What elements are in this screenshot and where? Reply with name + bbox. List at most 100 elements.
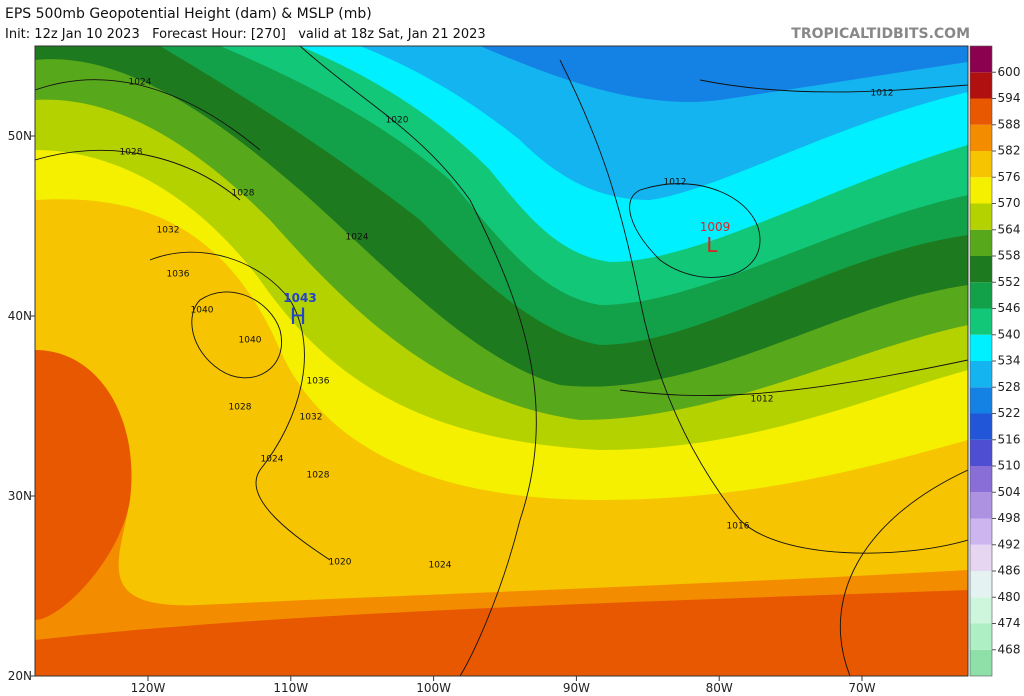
low-pressure-value: 1009 bbox=[700, 220, 731, 234]
isobar bbox=[35, 149, 241, 201]
colorbar-label: 522 bbox=[998, 406, 1021, 420]
contour-label: 1012 bbox=[664, 178, 687, 188]
colorbar-cell bbox=[970, 308, 992, 335]
colorbar-label: 468 bbox=[998, 642, 1021, 656]
lat-label: 20N bbox=[8, 669, 32, 683]
colorbar-cell bbox=[970, 439, 992, 466]
colorbar-label: 570 bbox=[998, 196, 1021, 210]
colorbar-label: 564 bbox=[998, 222, 1021, 236]
band bbox=[480, 46, 968, 102]
lon-label: 80W bbox=[706, 681, 733, 695]
contour-label: 1028 bbox=[229, 403, 252, 413]
colorbar-label: 600 bbox=[998, 65, 1021, 79]
low-symbol: L bbox=[706, 233, 718, 257]
contour-label: 1032 bbox=[300, 413, 323, 423]
colorbar-cell bbox=[970, 203, 992, 230]
lat-label: 50N bbox=[8, 129, 32, 143]
isobar bbox=[191, 291, 282, 379]
lon-label: 100W bbox=[416, 681, 451, 695]
map-frame bbox=[34, 45, 969, 677]
colorbar-cell bbox=[970, 413, 992, 440]
contour-label: 1012 bbox=[751, 395, 774, 405]
band bbox=[35, 349, 132, 620]
contour-labels: 1024 1028 1020 1012 1012 1032 1036 1028 … bbox=[120, 78, 894, 571]
colorbar-label: 474 bbox=[998, 616, 1021, 630]
contour-label: 1016 bbox=[727, 522, 750, 532]
colorbar-label: 510 bbox=[998, 459, 1021, 473]
high-pressure-value: 1043 bbox=[283, 291, 316, 305]
colorbar-cell bbox=[970, 623, 992, 650]
isobar bbox=[839, 469, 968, 676]
lat-label: 40N bbox=[8, 309, 32, 323]
contour-label: 1020 bbox=[329, 558, 352, 568]
colorbar-label: 552 bbox=[998, 275, 1021, 289]
isobar bbox=[619, 359, 968, 396]
contour-label: 1024 bbox=[261, 455, 284, 465]
lon-label: 120W bbox=[131, 681, 166, 695]
contour-label: 1036 bbox=[307, 377, 330, 387]
colorbar-label: 558 bbox=[998, 249, 1021, 263]
isobar bbox=[35, 79, 261, 151]
isobar bbox=[699, 79, 968, 93]
contour-label: 1032 bbox=[157, 226, 180, 236]
colorbar-cell bbox=[970, 282, 992, 309]
lon-label: 90W bbox=[563, 681, 590, 695]
contour-label: 1024 bbox=[129, 78, 152, 88]
colorbar-label: 594 bbox=[998, 91, 1021, 105]
colorbar-cell bbox=[970, 334, 992, 361]
colorbar-cell bbox=[970, 256, 992, 283]
colorbar-cell bbox=[970, 544, 992, 571]
isobar bbox=[629, 183, 761, 278]
band bbox=[35, 590, 968, 676]
isobar bbox=[559, 59, 968, 554]
colorbar-label: 492 bbox=[998, 537, 1021, 551]
colorbar-label: 582 bbox=[998, 144, 1021, 158]
contour-label: 1040 bbox=[239, 336, 262, 346]
colorbar-cell bbox=[970, 151, 992, 178]
lon-label: 110W bbox=[273, 681, 308, 695]
isobar bbox=[299, 46, 537, 676]
colorbar-label: 534 bbox=[998, 354, 1021, 368]
colorbar-label: 516 bbox=[998, 432, 1021, 446]
map bbox=[35, 46, 968, 676]
colorbar-cell bbox=[970, 177, 992, 204]
colorbar-cell bbox=[970, 124, 992, 151]
colorbar-label: 540 bbox=[998, 327, 1021, 341]
colorbar-cell bbox=[970, 46, 992, 73]
colorbar-label: 546 bbox=[998, 301, 1021, 315]
title: EPS 500mb Geopotential Height (dam) & MS… bbox=[5, 6, 372, 22]
contour-label: 1036 bbox=[167, 270, 190, 280]
colorbar-label: 480 bbox=[998, 590, 1021, 604]
colorbar-cell bbox=[970, 518, 992, 545]
colorbar-label: 498 bbox=[998, 511, 1021, 525]
contour-label: 1028 bbox=[232, 189, 255, 199]
contour-label: 1028 bbox=[120, 148, 143, 158]
colorbar-label: 588 bbox=[998, 117, 1021, 131]
lon-label: 70W bbox=[848, 681, 875, 695]
colorbar-cell bbox=[970, 571, 992, 598]
colorbar-cell bbox=[970, 229, 992, 256]
lat-label: 30N bbox=[8, 489, 32, 503]
colorbar-cell bbox=[970, 597, 992, 624]
contour-label: 1024 bbox=[346, 233, 369, 243]
colorbar-label: 486 bbox=[998, 564, 1021, 578]
isobar bbox=[149, 251, 331, 561]
colorbar-cell bbox=[970, 72, 992, 99]
source: TROPICALTIDBITS.COM bbox=[791, 26, 970, 42]
high-symbol: H bbox=[290, 305, 307, 330]
colorbar-label: 504 bbox=[998, 485, 1021, 499]
subtitle: Init: 12z Jan 10 2023 Forecast Hour: [27… bbox=[5, 27, 486, 42]
contour-label: 1020 bbox=[386, 116, 409, 126]
contour-label: 1040 bbox=[191, 306, 214, 316]
colorbar-cell bbox=[970, 466, 992, 493]
contour-label: 1024 bbox=[429, 561, 452, 571]
contour-label: 1028 bbox=[307, 471, 330, 481]
colorbar-label: 576 bbox=[998, 170, 1021, 184]
colorbar-cell bbox=[970, 492, 992, 519]
colorbar-cell bbox=[970, 98, 992, 125]
colorbar-cell bbox=[970, 387, 992, 414]
colorbar-label: 528 bbox=[998, 380, 1021, 394]
colorbar-cell bbox=[970, 361, 992, 388]
